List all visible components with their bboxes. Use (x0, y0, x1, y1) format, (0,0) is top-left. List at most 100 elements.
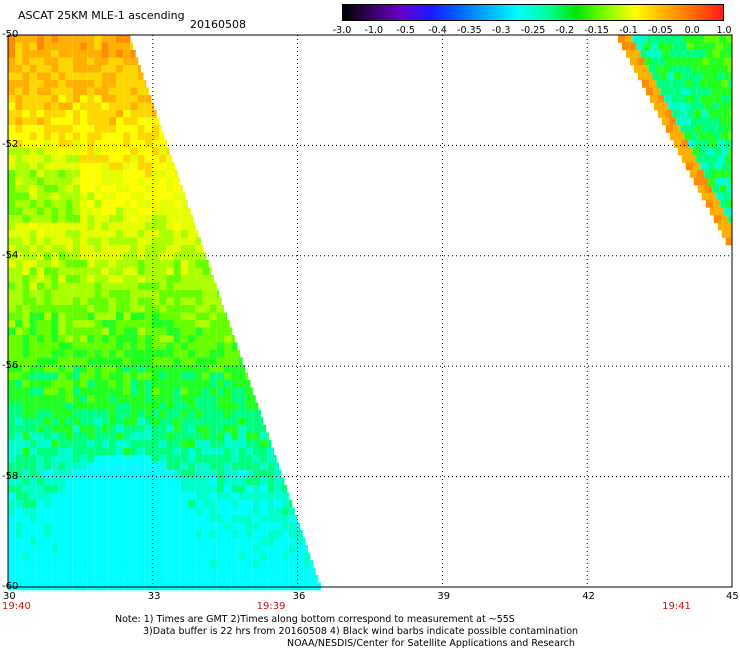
swath-cell (87, 162, 95, 171)
swath-cell (224, 335, 232, 343)
swath-cell (245, 425, 253, 433)
swath-cell (188, 312, 196, 321)
swath-cell (80, 80, 88, 88)
colorbar-tick-label: -0.15 (584, 25, 609, 36)
swath-cell (188, 230, 196, 238)
swath-cell (697, 102, 705, 111)
swath-cell (80, 147, 88, 156)
swath-cell (152, 560, 160, 568)
swath-cell (36, 477, 44, 486)
swath-cell (188, 410, 196, 418)
swath-cell (87, 485, 95, 493)
swath-cell (72, 102, 80, 111)
swath-cell (8, 477, 16, 486)
swath-cell (51, 260, 59, 268)
swath-cell (159, 522, 167, 531)
swath-cell (673, 125, 681, 133)
swath-cell (15, 117, 23, 126)
swath-cell (159, 552, 167, 561)
swath-cell (716, 192, 724, 201)
swath-cell (94, 350, 102, 358)
pass-time-label: 19:39 (256, 601, 286, 612)
swath-cell (123, 230, 131, 238)
swath-cell (671, 95, 679, 103)
swath-cell (116, 320, 124, 328)
swath-cell (712, 117, 720, 126)
swath-cell (65, 312, 73, 321)
product-date: 20160508 (190, 18, 246, 31)
swath-cell (677, 65, 685, 73)
swath-cell (65, 110, 73, 118)
swath-cell (685, 95, 694, 103)
swath-cell (94, 147, 102, 156)
swath-cell (51, 312, 59, 321)
swath-cell (8, 552, 16, 561)
swath-cell (202, 545, 210, 553)
swath-cell (80, 455, 88, 463)
swath-cell (116, 477, 124, 486)
swath-cell (72, 477, 80, 486)
swath-cell (216, 575, 224, 583)
swath-cell (22, 87, 30, 96)
swath-cell (152, 185, 160, 193)
swath-cell (202, 470, 210, 478)
swath-cell (15, 237, 23, 246)
swath-cell (116, 575, 124, 583)
swath-cell (58, 575, 66, 583)
swath-cell (130, 372, 138, 381)
swath-cell (80, 350, 88, 358)
swath-cell (15, 132, 23, 141)
swath-cell (674, 72, 682, 81)
swath-cell (87, 402, 95, 411)
swath-cell (72, 507, 80, 516)
swath-cell (108, 417, 116, 426)
swath-cell (274, 522, 282, 531)
swath-cell (22, 177, 30, 186)
swath-cell (677, 132, 685, 141)
swath-cell (51, 425, 59, 433)
swath-cell (51, 87, 59, 96)
swath-cell (36, 80, 44, 88)
swath-cell (15, 462, 23, 471)
swath-cell (238, 507, 246, 516)
swath-cell (130, 50, 136, 58)
swath-cell (65, 132, 73, 141)
swath-cell (252, 582, 260, 591)
swath-cell (29, 582, 37, 591)
swath-cell (51, 215, 59, 223)
swath-cell (101, 365, 109, 373)
swath-cell (649, 80, 657, 88)
swath-cell (72, 230, 80, 238)
swath-cell (180, 545, 188, 553)
swath-cell (690, 35, 698, 43)
swath-cell (180, 462, 188, 471)
swath-cell (180, 530, 188, 538)
swath-cell (288, 545, 296, 553)
swath-cell (80, 545, 88, 553)
swath-cell (58, 282, 66, 291)
swath-cell (238, 485, 246, 493)
lon-tick-label: 45 (726, 591, 739, 602)
swath-cell (180, 470, 188, 478)
swath-cell (231, 387, 239, 396)
swath-cell (108, 185, 116, 193)
swath-cell (8, 65, 16, 73)
swath-cell (87, 192, 95, 201)
swath-cell (267, 455, 275, 463)
swath-cell (137, 485, 145, 493)
swath-cell (65, 282, 73, 291)
swath-cell (8, 500, 16, 508)
swath-cell (22, 245, 30, 253)
swath-cell (166, 200, 174, 208)
swath-cell (8, 485, 16, 493)
swath-cell (123, 57, 131, 66)
swath-cell (195, 507, 203, 516)
swath-cell (159, 312, 167, 321)
swath-cell (80, 72, 88, 81)
swath-cell (108, 395, 116, 403)
swath-cell (728, 147, 732, 156)
swath-cell (15, 507, 23, 516)
swath-cell (144, 215, 152, 223)
swath-cell (29, 245, 37, 253)
swath-cell (195, 230, 199, 238)
